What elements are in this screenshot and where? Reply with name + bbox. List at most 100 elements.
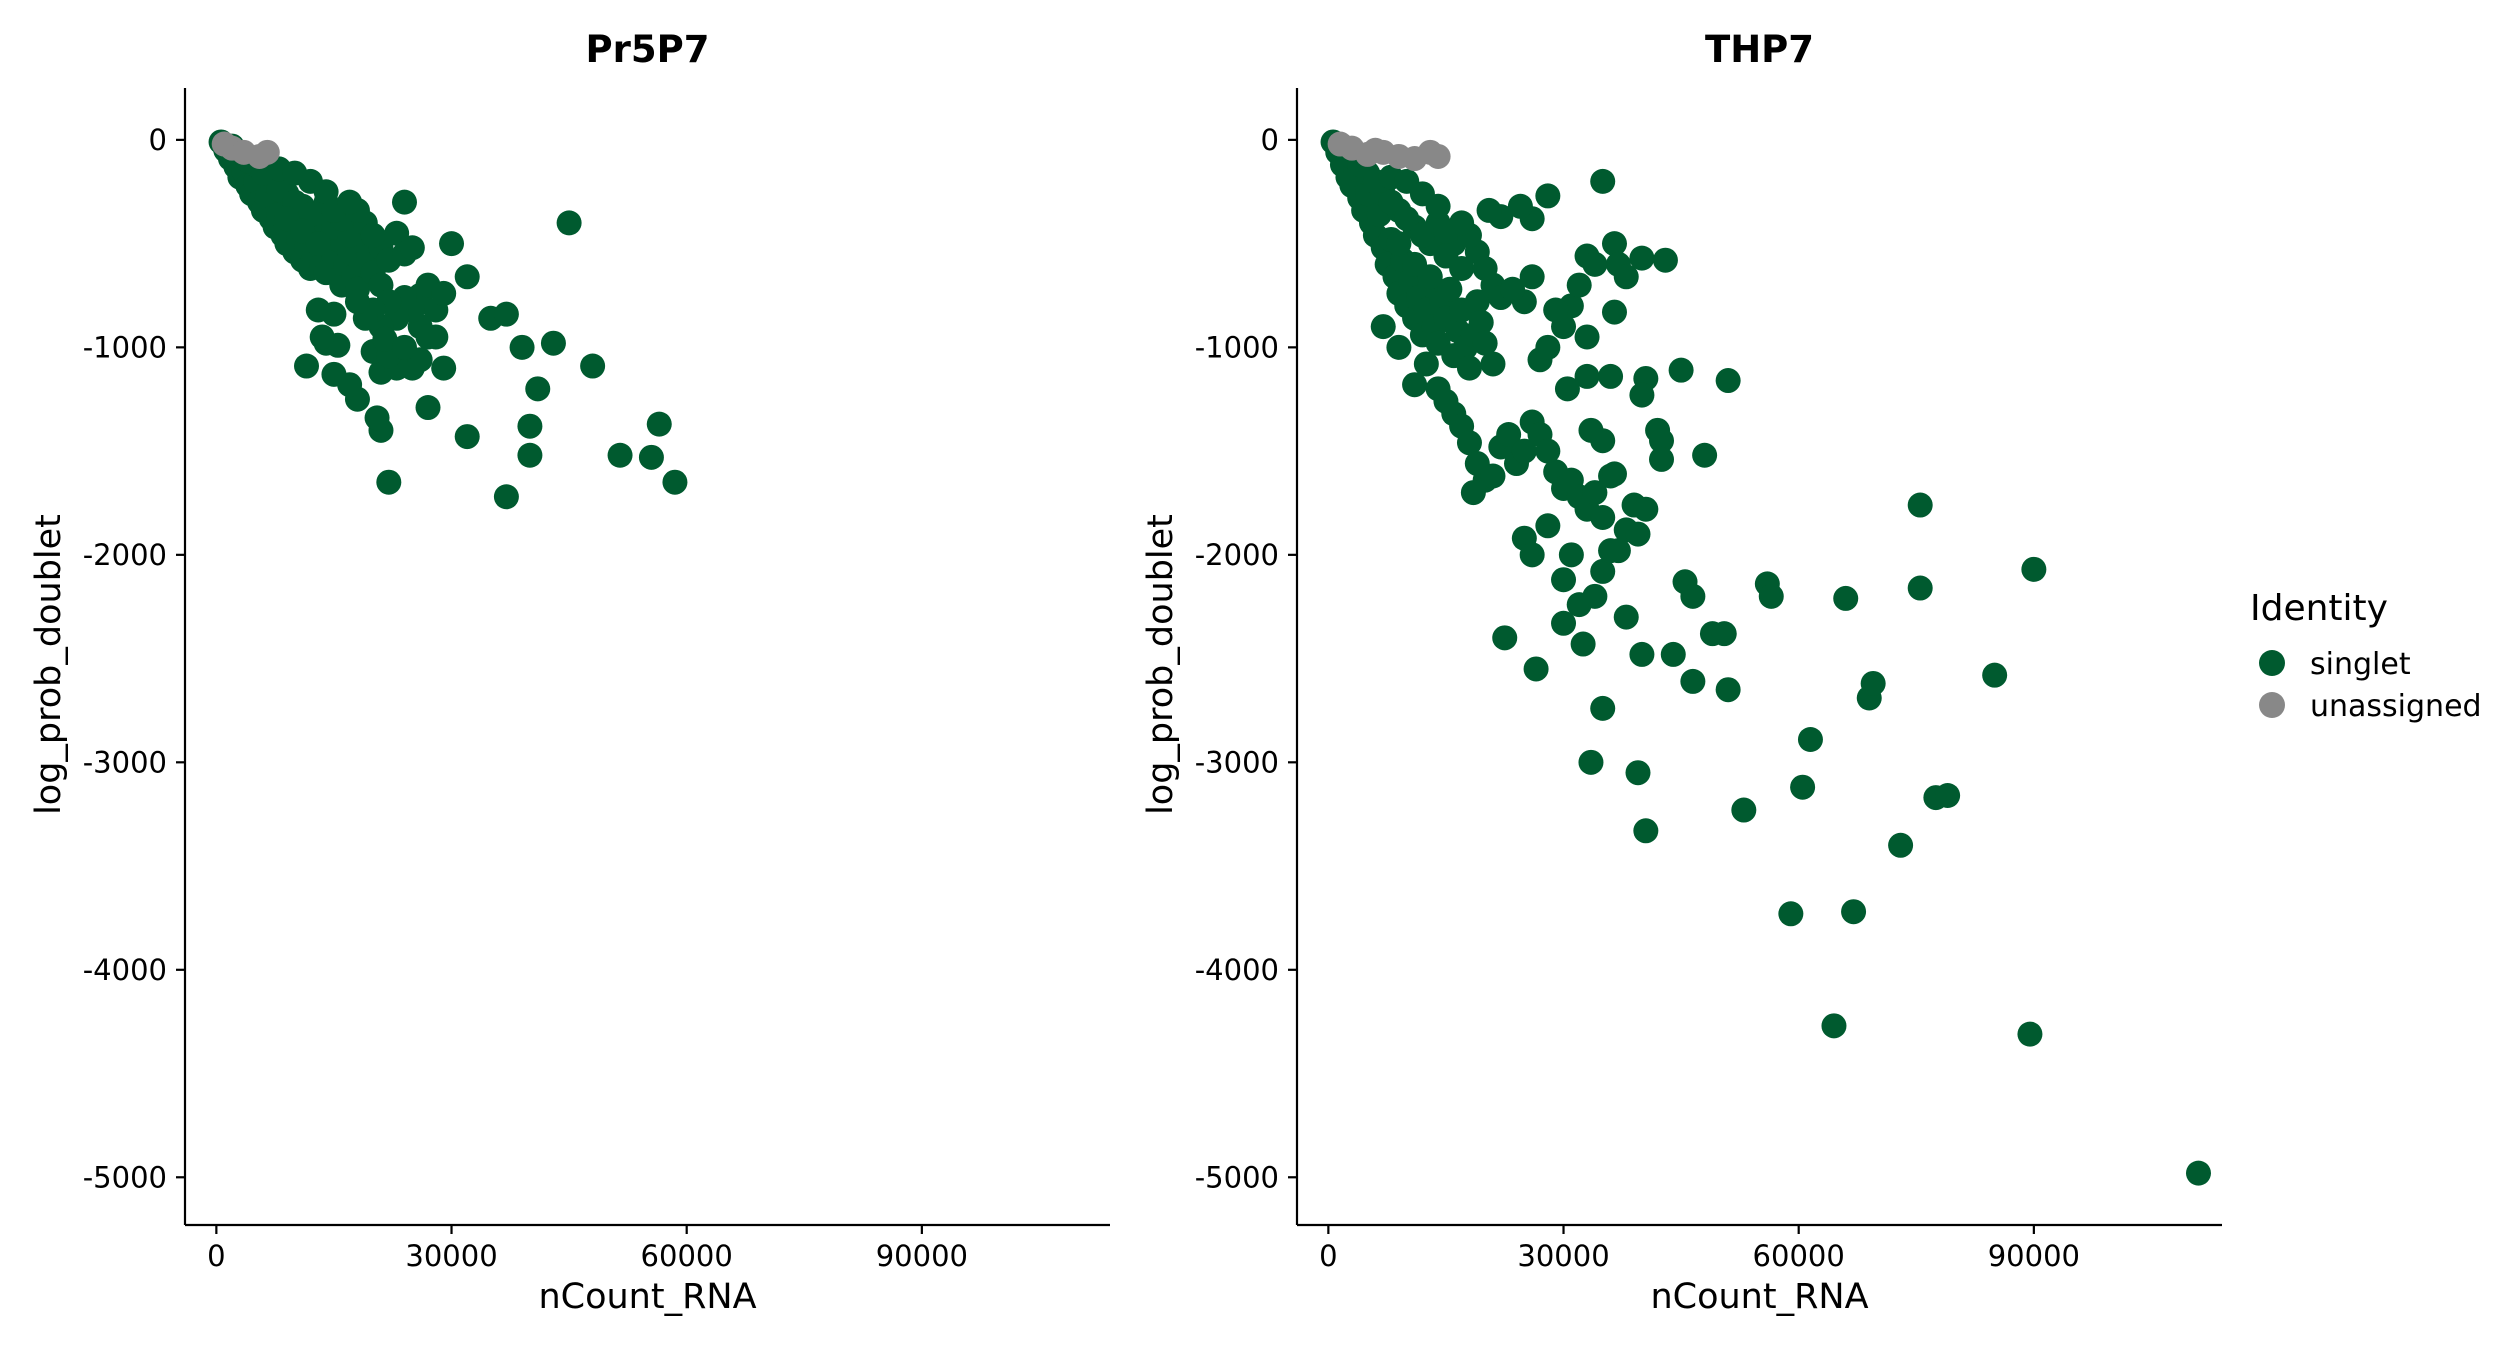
legend-label-unassigned: unassigned [2310, 689, 2482, 724]
data-point-singlet [1558, 542, 1584, 568]
data-point-singlet [1413, 351, 1439, 377]
data-point-singlet [1472, 330, 1498, 356]
data-point-singlet [1633, 818, 1659, 844]
y-tick-label: 0 [149, 123, 167, 157]
y-tick-label: -2000 [83, 538, 167, 572]
data-point-singlet [493, 484, 519, 510]
data-point-singlet [1437, 276, 1463, 302]
data-point-singlet [1668, 357, 1694, 383]
data-point-singlet [1841, 899, 1867, 925]
data-point-singlet [1590, 695, 1616, 721]
data-point-singlet [1590, 428, 1616, 454]
data-point-singlet [1582, 251, 1608, 277]
data-point-singlet [1888, 832, 1914, 858]
data-point-singlet [1574, 363, 1600, 389]
y-tick-label: -3000 [1195, 745, 1279, 779]
data-point-singlet [1566, 272, 1592, 298]
y-tick-label: -1000 [1195, 330, 1279, 364]
data-point-singlet [1652, 247, 1678, 273]
legend-swatch-singlet [2259, 650, 2285, 676]
data-point-singlet [1468, 309, 1494, 335]
data-point-singlet [493, 301, 519, 327]
data-point-singlet [344, 289, 370, 315]
data-point-singlet [1378, 189, 1404, 215]
legend-label-singlet: singlet [2310, 647, 2411, 682]
data-point-singlet [638, 444, 664, 470]
y-tick-label: -3000 [83, 745, 167, 779]
data-point-singlet [391, 334, 417, 360]
data-point-singlet [1370, 314, 1396, 340]
data-point-singlet [1507, 193, 1533, 219]
x-tick-label: 0 [207, 1239, 225, 1273]
data-point-singlet [2185, 1160, 2211, 1186]
x-tick-label: 30000 [1517, 1239, 1609, 1273]
data-point-singlet [1554, 376, 1580, 402]
x-tick-label: 90000 [876, 1239, 968, 1273]
data-point-singlet [1519, 542, 1545, 568]
data-point-singlet [1578, 749, 1604, 775]
data-point-unassigned [1425, 143, 1451, 169]
data-point-singlet [321, 361, 347, 387]
data-point-singlet [1660, 641, 1686, 667]
data-point-singlet [1464, 289, 1490, 315]
y-tick-label: -4000 [1195, 953, 1279, 987]
data-point-singlet [1601, 231, 1627, 257]
data-point-singlet [1711, 621, 1737, 647]
data-point-singlet [1613, 604, 1639, 630]
data-point-singlet [1386, 334, 1412, 360]
data-point-singlet [1535, 438, 1561, 464]
data-point-singlet [1590, 558, 1616, 584]
data-point-singlet [364, 405, 390, 431]
series-unassigned [1327, 131, 1451, 172]
data-point-singlet [415, 324, 441, 350]
data-point-singlet [662, 469, 688, 495]
data-point-singlet [1519, 264, 1545, 290]
data-point-singlet [580, 353, 606, 379]
data-point-singlet [360, 222, 386, 248]
data-point-singlet [556, 210, 582, 236]
data-point-singlet [337, 189, 363, 215]
data-point-singlet [1598, 538, 1624, 564]
data-point-singlet [1613, 264, 1639, 290]
data-point-singlet [1629, 382, 1655, 408]
data-point-singlet [1492, 625, 1518, 651]
data-point-singlet [1590, 168, 1616, 194]
data-point-singlet [1758, 583, 1784, 609]
y-axis-label: log_prob_doublet [1141, 514, 1181, 815]
data-point-singlet [305, 231, 331, 257]
x-axis-label: nCount_RNA [1650, 1277, 1868, 1317]
data-point-singlet [1907, 575, 1933, 601]
data-point-singlet [431, 355, 457, 381]
data-point-singlet [415, 395, 441, 421]
data-point-singlet [376, 469, 402, 495]
data-point-singlet [1633, 496, 1659, 522]
data-point-singlet [1535, 334, 1561, 360]
y-axis-label: log_prob_doublet [29, 514, 69, 815]
x-tick-label: 60000 [641, 1239, 733, 1273]
data-point-singlet [1402, 372, 1428, 398]
data-point-singlet [399, 235, 425, 261]
data-point-singlet [1394, 206, 1420, 232]
data-point-singlet [2017, 1021, 2043, 1047]
data-point-singlet [1715, 677, 1741, 703]
data-point-singlet [1449, 256, 1475, 282]
data-point-singlet [1797, 726, 1823, 752]
data-point-singlet [391, 189, 417, 215]
panel-pr5p7: Pr5P7 0 -1000 -2000 -3000 -4000 -5000 0 30000 600… [29, 28, 1110, 1317]
x-tick-label: 60000 [1753, 1239, 1845, 1273]
data-point-singlet [294, 353, 320, 379]
series-singlet [1320, 129, 2211, 1186]
data-point-singlet [1456, 430, 1482, 456]
y-tick-label: -1000 [83, 330, 167, 364]
data-point-singlet [1649, 428, 1675, 454]
data-point-singlet [1833, 585, 1859, 611]
data-point-singlet [1480, 351, 1506, 377]
data-point-singlet [1935, 783, 1961, 809]
data-point-unassigned [1362, 137, 1388, 163]
data-point-singlet [454, 424, 480, 450]
data-point-singlet [517, 442, 543, 468]
data-point-singlet [1907, 492, 1933, 518]
data-point-singlet [1460, 480, 1486, 506]
data-point-singlet [1570, 631, 1596, 657]
